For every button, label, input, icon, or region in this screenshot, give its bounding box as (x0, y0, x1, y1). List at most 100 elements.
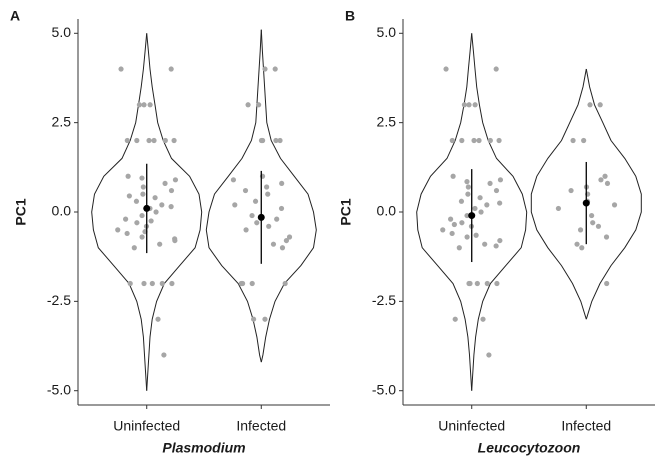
violin-outline (260, 29, 317, 363)
data-point (168, 204, 174, 210)
data-point (579, 245, 585, 251)
data-point (134, 220, 140, 226)
data-point (486, 352, 492, 358)
data-point (611, 202, 618, 208)
x-tick-label: Uninfected (113, 418, 180, 434)
data-point (124, 230, 130, 237)
data-point (149, 280, 155, 287)
data-point (598, 177, 604, 183)
data-point (153, 209, 159, 215)
data-point (497, 200, 503, 206)
panel-label: A (10, 8, 20, 24)
data-point (604, 180, 611, 187)
data-point (140, 191, 146, 197)
data-point (456, 245, 462, 251)
data-point (587, 102, 593, 108)
data-point (232, 202, 238, 208)
data-point (480, 316, 486, 322)
data-point (131, 245, 137, 251)
data-point (169, 280, 175, 287)
y-tick-label: -2.5 (372, 292, 396, 308)
data-point (472, 102, 478, 108)
data-point (157, 241, 163, 247)
data-point (493, 187, 500, 194)
x-axis-label: Leucocytozoon (478, 440, 581, 456)
data-point (574, 241, 580, 247)
data-point (168, 66, 174, 72)
data-point (260, 137, 266, 144)
y-tick-label: 0.0 (377, 203, 397, 219)
x-tick-label: Infected (561, 418, 611, 434)
mean-point (257, 213, 265, 221)
data-point (274, 216, 280, 222)
data-point (464, 212, 470, 219)
data-point (450, 173, 456, 179)
data-point (487, 137, 493, 144)
data-point (249, 280, 255, 287)
data-point (115, 227, 121, 233)
data-point (251, 316, 257, 322)
data-point (497, 177, 504, 183)
data-point (243, 227, 249, 233)
data-point (590, 220, 596, 226)
violin-outline (205, 29, 262, 363)
data-point (484, 202, 490, 208)
x-tick-label: Uninfected (438, 418, 505, 434)
data-point (136, 102, 143, 108)
data-point (242, 187, 249, 194)
data-point (266, 223, 272, 229)
data-point (127, 280, 133, 287)
data-point (570, 137, 576, 144)
violin-outline (585, 68, 642, 320)
data-point (278, 205, 285, 212)
data-point (254, 220, 260, 226)
data-point (466, 102, 472, 108)
data-point (265, 191, 271, 197)
data-point (159, 280, 165, 287)
data-point (478, 209, 484, 215)
data-point (448, 216, 454, 222)
data-point (493, 66, 499, 72)
data-point (466, 280, 472, 287)
data-point (282, 280, 288, 287)
data-point (464, 234, 470, 240)
data-point (141, 102, 147, 108)
y-tick-label: 5.0 (377, 24, 397, 40)
data-point (239, 280, 246, 287)
data-point (230, 177, 237, 183)
data-point (473, 232, 479, 238)
data-point (449, 137, 455, 144)
data-point (482, 241, 488, 247)
data-point (140, 184, 146, 190)
data-point (256, 102, 262, 108)
data-point (118, 66, 124, 72)
data-point (162, 137, 168, 144)
data-point (147, 102, 153, 108)
y-tick-label: 2.5 (377, 113, 397, 129)
data-point (270, 241, 277, 247)
y-tick-label: 5.0 (52, 24, 72, 40)
data-point (168, 187, 175, 194)
data-point (172, 236, 178, 242)
data-point (603, 234, 610, 240)
data-point (477, 195, 483, 201)
data-point (125, 173, 131, 179)
data-point (464, 179, 470, 185)
data-point (581, 137, 587, 144)
data-point (172, 177, 179, 183)
data-point (272, 66, 278, 72)
data-point (465, 184, 471, 190)
data-point (471, 137, 477, 144)
data-point (604, 280, 610, 287)
data-point (286, 234, 293, 240)
data-point (264, 184, 270, 190)
panel-label: B (345, 8, 355, 24)
data-point (162, 180, 168, 187)
mean-point (468, 212, 476, 220)
data-point (155, 316, 161, 322)
data-point (449, 230, 455, 237)
data-point (465, 191, 471, 197)
data-point (151, 137, 157, 144)
data-point (171, 137, 177, 144)
data-point (146, 137, 152, 144)
